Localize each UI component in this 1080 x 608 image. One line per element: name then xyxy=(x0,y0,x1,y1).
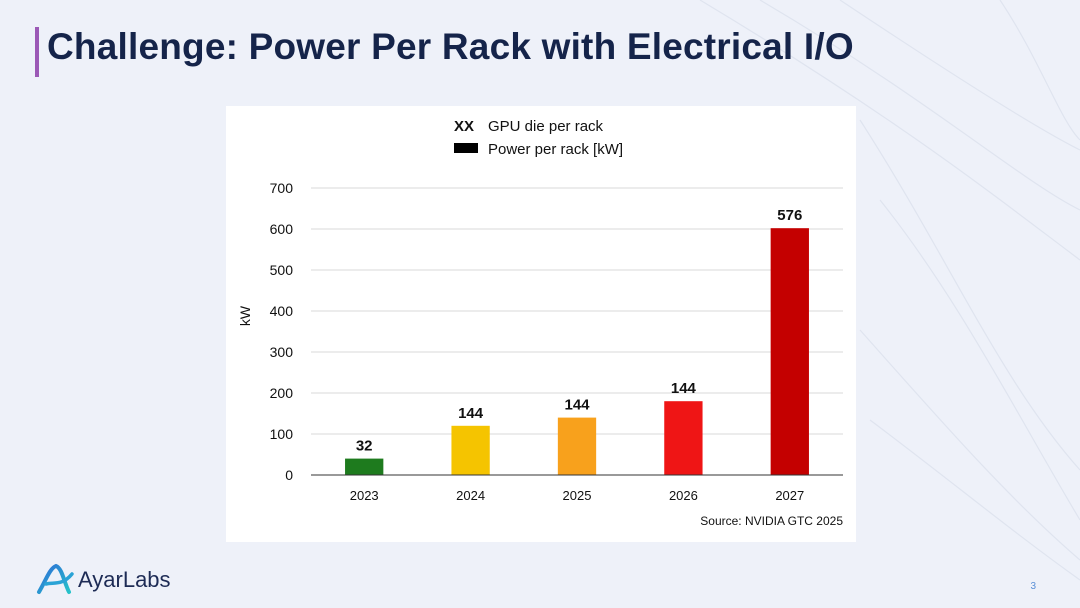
x-tick-label: 2027 xyxy=(775,488,804,503)
legend-swatch xyxy=(454,143,478,153)
data-label-2024: 144 xyxy=(458,405,484,422)
y-tick-label: 300 xyxy=(270,344,294,360)
data-label-2027: 576 xyxy=(777,207,802,224)
y-tick-label: 400 xyxy=(270,303,294,319)
y-axis-label: kW xyxy=(237,305,253,326)
ayarlabs-logo: AyarLabs xyxy=(36,560,196,600)
chart-source: Source: NVIDIA GTC 2025 xyxy=(700,514,843,528)
bars xyxy=(345,228,809,475)
y-tick-label: 100 xyxy=(270,426,294,442)
y-tick-label: 200 xyxy=(270,385,294,401)
x-tick-label: 2026 xyxy=(669,488,698,503)
legend-key-label: XX xyxy=(454,118,474,135)
bar-2026 xyxy=(664,401,703,475)
bar-2024 xyxy=(451,425,490,475)
y-axis-ticks: 0 100 200 300 400 500 600 700 xyxy=(270,180,294,483)
y-tick-label: 0 xyxy=(285,467,293,483)
bar-2023 xyxy=(345,458,384,475)
data-label-2025: 144 xyxy=(564,397,590,414)
legend-gpu-label: GPU die per rack xyxy=(488,118,604,135)
data-label-2026: 144 xyxy=(671,380,697,397)
data-labels: 32 144 144 144 576 xyxy=(356,207,802,454)
page-number: 3 xyxy=(1030,581,1036,592)
bar-2025 xyxy=(557,417,597,475)
bar-2027 xyxy=(770,228,809,475)
bar-chart: XX GPU die per rack Power per rack [kW] … xyxy=(237,118,843,528)
slide-title: Challenge: Power Per Rack with Electrica… xyxy=(47,26,854,67)
ayarlabs-logo-mark xyxy=(37,563,74,594)
y-tick-label: 600 xyxy=(270,221,294,237)
title-accent-bar xyxy=(35,27,39,77)
x-tick-label: 2023 xyxy=(350,488,379,503)
x-tick-label: 2024 xyxy=(456,488,485,503)
y-tick-label: 700 xyxy=(270,180,294,196)
y-tick-label: 500 xyxy=(270,262,294,278)
chart-card: XX GPU die per rack Power per rack [kW] … xyxy=(226,106,856,542)
legend-power-label: Power per rack [kW] xyxy=(488,141,623,158)
data-label-2023: 32 xyxy=(356,438,373,455)
chart-legend: XX GPU die per rack Power per rack [kW] xyxy=(454,118,623,158)
x-tick-label: 2025 xyxy=(563,488,592,503)
x-axis-ticks: 2023 2024 2025 2026 2027 xyxy=(350,488,805,503)
logo-wordmark: AyarLabs xyxy=(78,567,171,592)
